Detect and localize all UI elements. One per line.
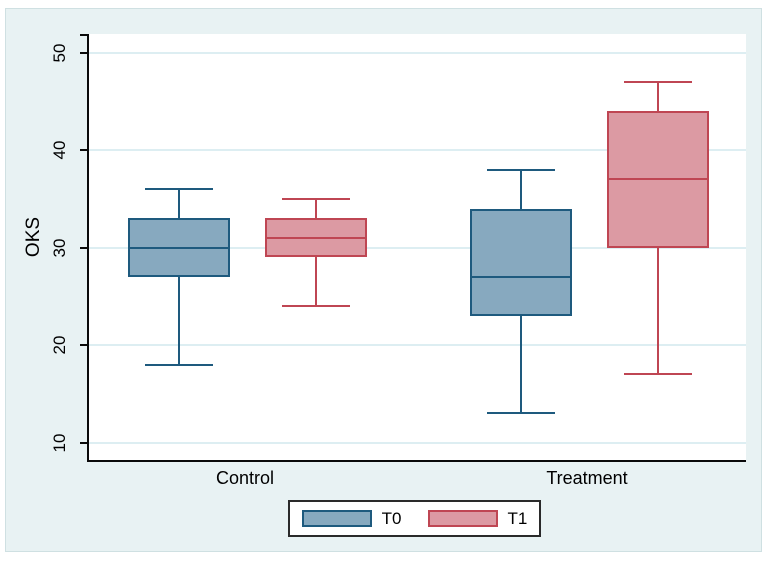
legend: T0 T1 [288,500,541,537]
gridline-30 [89,246,746,249]
whisker-cap-max-t1-control [282,197,350,200]
whisker-cap-max-t0-control [145,188,213,191]
whisker-lower-t0-treatment [519,315,522,414]
median-line-t1-control [265,236,367,239]
whisker-upper-t1-treatment [656,81,659,111]
whisker-cap-max-t1-treatment [623,80,692,83]
y-tick-label-10: 10 [50,433,69,452]
plot-area: 10 20 30 40 50 [50,34,746,462]
whisker-lower-t0-control [178,276,180,365]
whisker-upper-t1-control [315,198,317,219]
gridline-10 [89,441,746,444]
legend-item-t0: T0 [301,508,402,529]
box-t0-treatment [469,208,572,316]
whisker-cap-min-t0-treatment [486,412,555,415]
x-category-label-control: Control [215,468,275,488]
whisker-upper-t0-control [178,189,180,219]
y-tick-10 [80,441,87,444]
median-line-t1-treatment [606,178,709,181]
y-tick-50 [80,51,87,54]
y-tick-label-20: 20 [50,335,69,355]
legend-swatch-t1 [427,510,498,527]
gridline-20 [89,344,746,346]
whisker-cap-min-t1-control [282,305,350,307]
whisker-cap-max-t0-treatment [486,168,555,171]
y-tick-label-40: 40 [50,140,69,160]
whisker-cap-min-t1-treatment [623,373,692,376]
y-tick-label-50: 50 [50,43,69,62]
y-tick-20 [80,344,87,346]
y-tick-label-30: 30 [50,238,69,257]
whisker-cap-min-t0-control [145,363,213,366]
legend-label-t1: T1 [507,508,528,528]
median-line-t0-treatment [469,275,572,278]
median-line-t0-control [128,246,230,249]
legend-label-t0: T0 [381,508,402,528]
whisker-upper-t0-treatment [519,169,522,209]
y-tick-30 [80,246,87,249]
legend-item-t1: T1 [427,508,528,529]
whisker-lower-t1-treatment [656,247,659,375]
graph-panel: 10 20 30 40 50 OKS Control Treatment T0 T1 [5,8,762,552]
y-tick-40 [80,149,87,152]
x-category-label-treatment: Treatment [546,468,628,488]
y-axis-title: OKS [23,216,44,258]
y-axis-top-cap [80,34,87,36]
legend-swatch-t0 [301,510,372,527]
whisker-lower-t1-control [315,257,317,306]
gridline-50 [89,51,746,54]
gridline-40 [89,149,746,152]
